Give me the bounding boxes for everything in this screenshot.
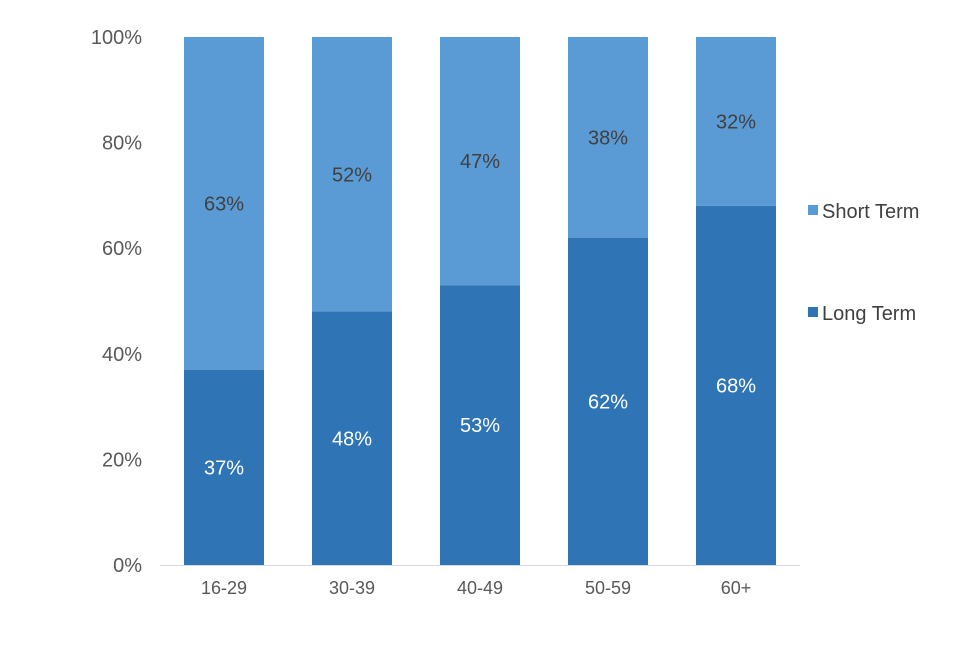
bar-short-term [696,37,776,206]
legend-label: Long Term [822,303,916,325]
bar-short-term [184,37,264,370]
data-label: 37% [204,457,244,479]
x-tick-label: 60+ [721,578,752,598]
bar-short-term [568,37,648,238]
data-label: 32% [716,111,756,133]
x-tick-label: 50-59 [585,578,631,598]
legend-swatch-long-term [808,307,818,317]
y-tick-label: 80% [102,133,142,155]
y-tick-label: 0% [113,555,142,577]
bar-long-term [696,205,776,565]
y-tick-label: 40% [102,344,142,366]
x-tick-label: 30-39 [329,578,375,598]
bar-long-term [440,285,520,565]
data-label: 63% [204,193,244,215]
bar-long-term [568,237,648,565]
y-tick-label: 20% [102,449,142,471]
data-label: 48% [332,428,372,450]
bar-long-term [184,369,264,565]
y-tick-label: 60% [102,238,142,260]
data-label: 52% [332,164,372,186]
data-label: 68% [716,375,756,397]
data-label: 38% [588,127,628,149]
bar-short-term [312,37,392,312]
x-tick-label: 16-29 [201,578,247,598]
legend-label: Short Term [822,201,919,223]
y-tick-label: 100% [91,27,142,49]
bar-short-term [440,37,520,286]
bar-long-term [312,311,392,565]
x-tick-label: 40-49 [457,578,503,598]
data-label: 62% [588,391,628,413]
data-label: 47% [460,151,500,173]
data-label: 53% [460,415,500,437]
legend-swatch-short-term [808,205,818,215]
